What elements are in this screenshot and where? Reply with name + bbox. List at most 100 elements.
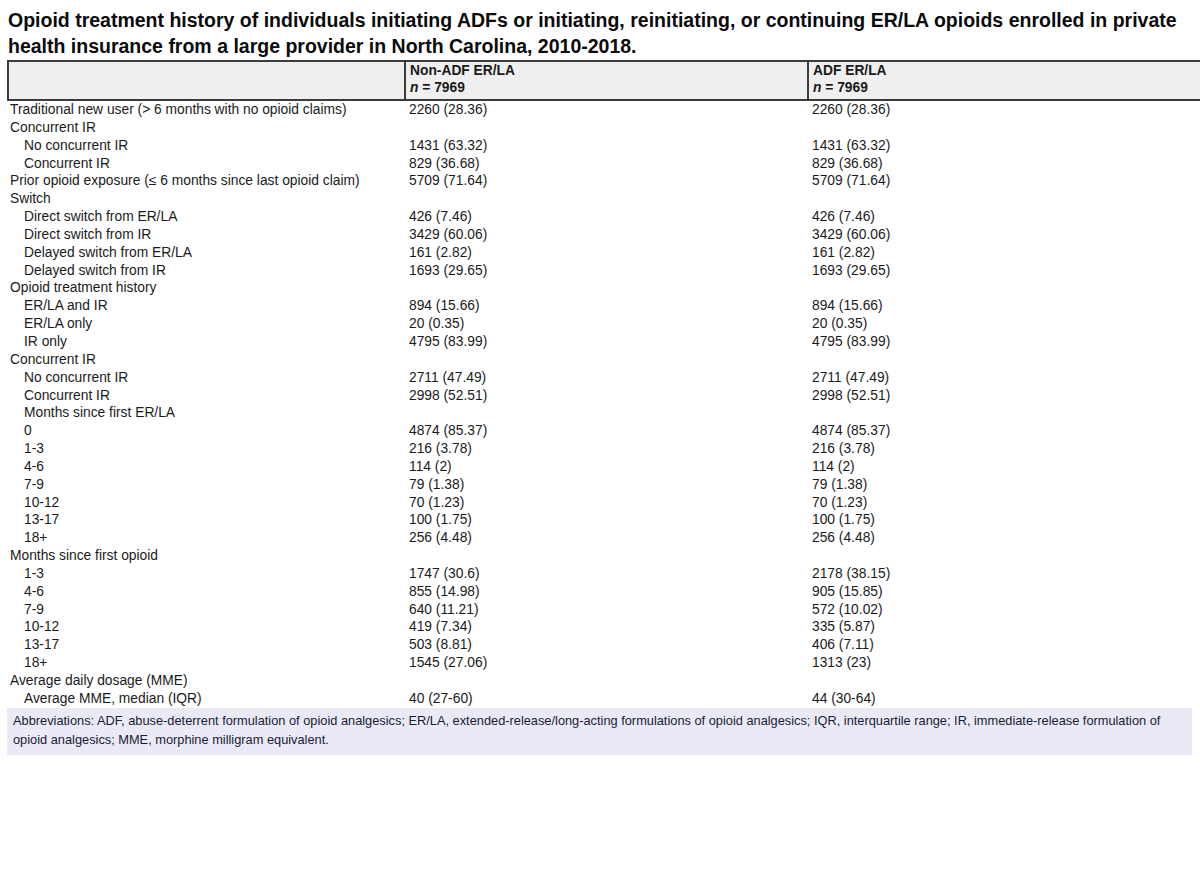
row-label: Delayed switch from ER/LA bbox=[8, 244, 405, 262]
non-adf-value: 855 (14.98) bbox=[405, 583, 808, 601]
header-col-non-adf-n: n = 7969 bbox=[410, 80, 807, 97]
adf-value bbox=[808, 190, 1200, 208]
row-label: No concurrent IR bbox=[8, 137, 405, 155]
adf-value: 161 (2.82) bbox=[808, 244, 1200, 262]
row-label: No concurrent IR bbox=[8, 369, 405, 387]
table-row: 7-9 640 (11.21) 572 (10.02) bbox=[8, 601, 1200, 619]
adf-value: 829 (36.68) bbox=[808, 155, 1200, 173]
row-label: 7-9 bbox=[8, 601, 405, 619]
row-label: Months since first opioid bbox=[8, 547, 405, 565]
adf-value: 79 (1.38) bbox=[808, 476, 1200, 494]
adf-value bbox=[808, 119, 1200, 137]
non-adf-value: 419 (7.34) bbox=[405, 618, 808, 636]
header-col-non-adf-label: Non-ADF ER/LA bbox=[410, 63, 807, 80]
table-row: 1-3 216 (3.78) 216 (3.78) bbox=[8, 440, 1200, 458]
non-adf-value: 426 (7.46) bbox=[405, 208, 808, 226]
row-label: Average daily dosage (MME) bbox=[8, 672, 405, 690]
header-empty-cell bbox=[8, 61, 405, 100]
table-row: Months since first opioid bbox=[8, 547, 1200, 565]
adf-value: 256 (4.48) bbox=[808, 529, 1200, 547]
non-adf-value: 1747 (30.6) bbox=[405, 565, 808, 583]
non-adf-value bbox=[405, 190, 808, 208]
row-label: Concurrent IR bbox=[8, 155, 405, 173]
table-row: Months since first ER/LA bbox=[8, 404, 1200, 422]
table-row: Concurrent IR 829 (36.68) 829 (36.68) bbox=[8, 155, 1200, 173]
adf-value: 2998 (52.51) bbox=[808, 387, 1200, 405]
table-body: Traditional new user (> 6 months with no… bbox=[8, 100, 1200, 708]
adf-value: 114 (2) bbox=[808, 458, 1200, 476]
row-label: 0 bbox=[8, 422, 405, 440]
table-row: 1-3 1747 (30.6) 2178 (38.15) bbox=[8, 565, 1200, 583]
header-col-non-adf: Non-ADF ER/LA n = 7969 bbox=[405, 61, 808, 100]
table-row: Average daily dosage (MME) bbox=[8, 672, 1200, 690]
row-label: 13-17 bbox=[8, 511, 405, 529]
non-adf-value: 640 (11.21) bbox=[405, 601, 808, 619]
adf-value: 1693 (29.65) bbox=[808, 262, 1200, 280]
non-adf-value: 503 (8.81) bbox=[405, 636, 808, 654]
row-label: Direct switch from IR bbox=[8, 226, 405, 244]
row-label: 18+ bbox=[8, 529, 405, 547]
header-col-adf: ADF ER/LA n = 7969 bbox=[808, 61, 1200, 100]
adf-value bbox=[808, 547, 1200, 565]
table-row: Concurrent IR 2998 (52.51) 2998 (52.51) bbox=[8, 387, 1200, 405]
adf-value: 426 (7.46) bbox=[808, 208, 1200, 226]
table-row: Direct switch from ER/LA 426 (7.46) 426 … bbox=[8, 208, 1200, 226]
non-adf-value: 4795 (83.99) bbox=[405, 333, 808, 351]
non-adf-value: 1431 (63.32) bbox=[405, 137, 808, 155]
table-row: 18+ 1545 (27.06) 1313 (23) bbox=[8, 654, 1200, 672]
adf-value: 1431 (63.32) bbox=[808, 137, 1200, 155]
row-label: Average MME, median (IQR) bbox=[8, 690, 405, 708]
non-adf-value bbox=[405, 404, 808, 422]
row-label: Delayed switch from IR bbox=[8, 262, 405, 280]
table-row: Concurrent IR bbox=[8, 351, 1200, 369]
non-adf-value bbox=[405, 351, 808, 369]
row-label: 13-17 bbox=[8, 636, 405, 654]
row-label: 10-12 bbox=[8, 618, 405, 636]
row-label: Switch bbox=[8, 190, 405, 208]
table-row: Opioid treatment history bbox=[8, 279, 1200, 297]
table-row: 10-12 419 (7.34) 335 (5.87) bbox=[8, 618, 1200, 636]
row-label: 7-9 bbox=[8, 476, 405, 494]
row-label: Direct switch from ER/LA bbox=[8, 208, 405, 226]
non-adf-value: 70 (1.23) bbox=[405, 494, 808, 512]
adf-value: 406 (7.11) bbox=[808, 636, 1200, 654]
adf-value: 2178 (38.15) bbox=[808, 565, 1200, 583]
abbreviations-footnote: Abbreviations: ADF, abuse-deterrent form… bbox=[7, 708, 1192, 755]
non-adf-value: 79 (1.38) bbox=[405, 476, 808, 494]
adf-value: 100 (1.75) bbox=[808, 511, 1200, 529]
table-row: No concurrent IR 2711 (47.49) 2711 (47.4… bbox=[8, 369, 1200, 387]
table-row: 7-9 79 (1.38) 79 (1.38) bbox=[8, 476, 1200, 494]
row-label: 4-6 bbox=[8, 583, 405, 601]
table-row: Concurrent IR bbox=[8, 119, 1200, 137]
non-adf-value: 161 (2.82) bbox=[405, 244, 808, 262]
adf-value: 3429 (60.06) bbox=[808, 226, 1200, 244]
adf-value: 70 (1.23) bbox=[808, 494, 1200, 512]
table-row: IR only 4795 (83.99) 4795 (83.99) bbox=[8, 333, 1200, 351]
table-row: Direct switch from IR 3429 (60.06) 3429 … bbox=[8, 226, 1200, 244]
adf-value bbox=[808, 279, 1200, 297]
row-label: 18+ bbox=[8, 654, 405, 672]
table-row: Average MME, median (IQR) 40 (27-60) 44 … bbox=[8, 690, 1200, 708]
row-label: 10-12 bbox=[8, 494, 405, 512]
adf-value: 2260 (28.36) bbox=[808, 100, 1200, 119]
row-label: Traditional new user (> 6 months with no… bbox=[8, 100, 405, 119]
non-adf-value: 2260 (28.36) bbox=[405, 100, 808, 119]
table-row: 13-17 503 (8.81) 406 (7.11) bbox=[8, 636, 1200, 654]
adf-value: 1313 (23) bbox=[808, 654, 1200, 672]
header-row: Non-ADF ER/LA n = 7969 ADF ER/LA n = 796… bbox=[8, 61, 1200, 100]
row-label: Concurrent IR bbox=[8, 351, 405, 369]
header-col-adf-n: n = 7969 bbox=[813, 80, 1200, 97]
non-adf-value: 20 (0.35) bbox=[405, 315, 808, 333]
non-adf-value: 100 (1.75) bbox=[405, 511, 808, 529]
row-label: 1-3 bbox=[8, 565, 405, 583]
row-label: Prior opioid exposure (≤ 6 months since … bbox=[8, 172, 405, 190]
non-adf-value: 829 (36.68) bbox=[405, 155, 808, 173]
table-row: Prior opioid exposure (≤ 6 months since … bbox=[8, 172, 1200, 190]
non-adf-value: 40 (27-60) bbox=[405, 690, 808, 708]
table-row: Delayed switch from ER/LA 161 (2.82) 161… bbox=[8, 244, 1200, 262]
n-value: = 7969 bbox=[821, 80, 867, 95]
adf-value: 4874 (85.37) bbox=[808, 422, 1200, 440]
table-row: ER/LA and IR 894 (15.66) 894 (15.66) bbox=[8, 297, 1200, 315]
table-row: Delayed switch from IR 1693 (29.65) 1693… bbox=[8, 262, 1200, 280]
table-row: 13-17 100 (1.75) 100 (1.75) bbox=[8, 511, 1200, 529]
